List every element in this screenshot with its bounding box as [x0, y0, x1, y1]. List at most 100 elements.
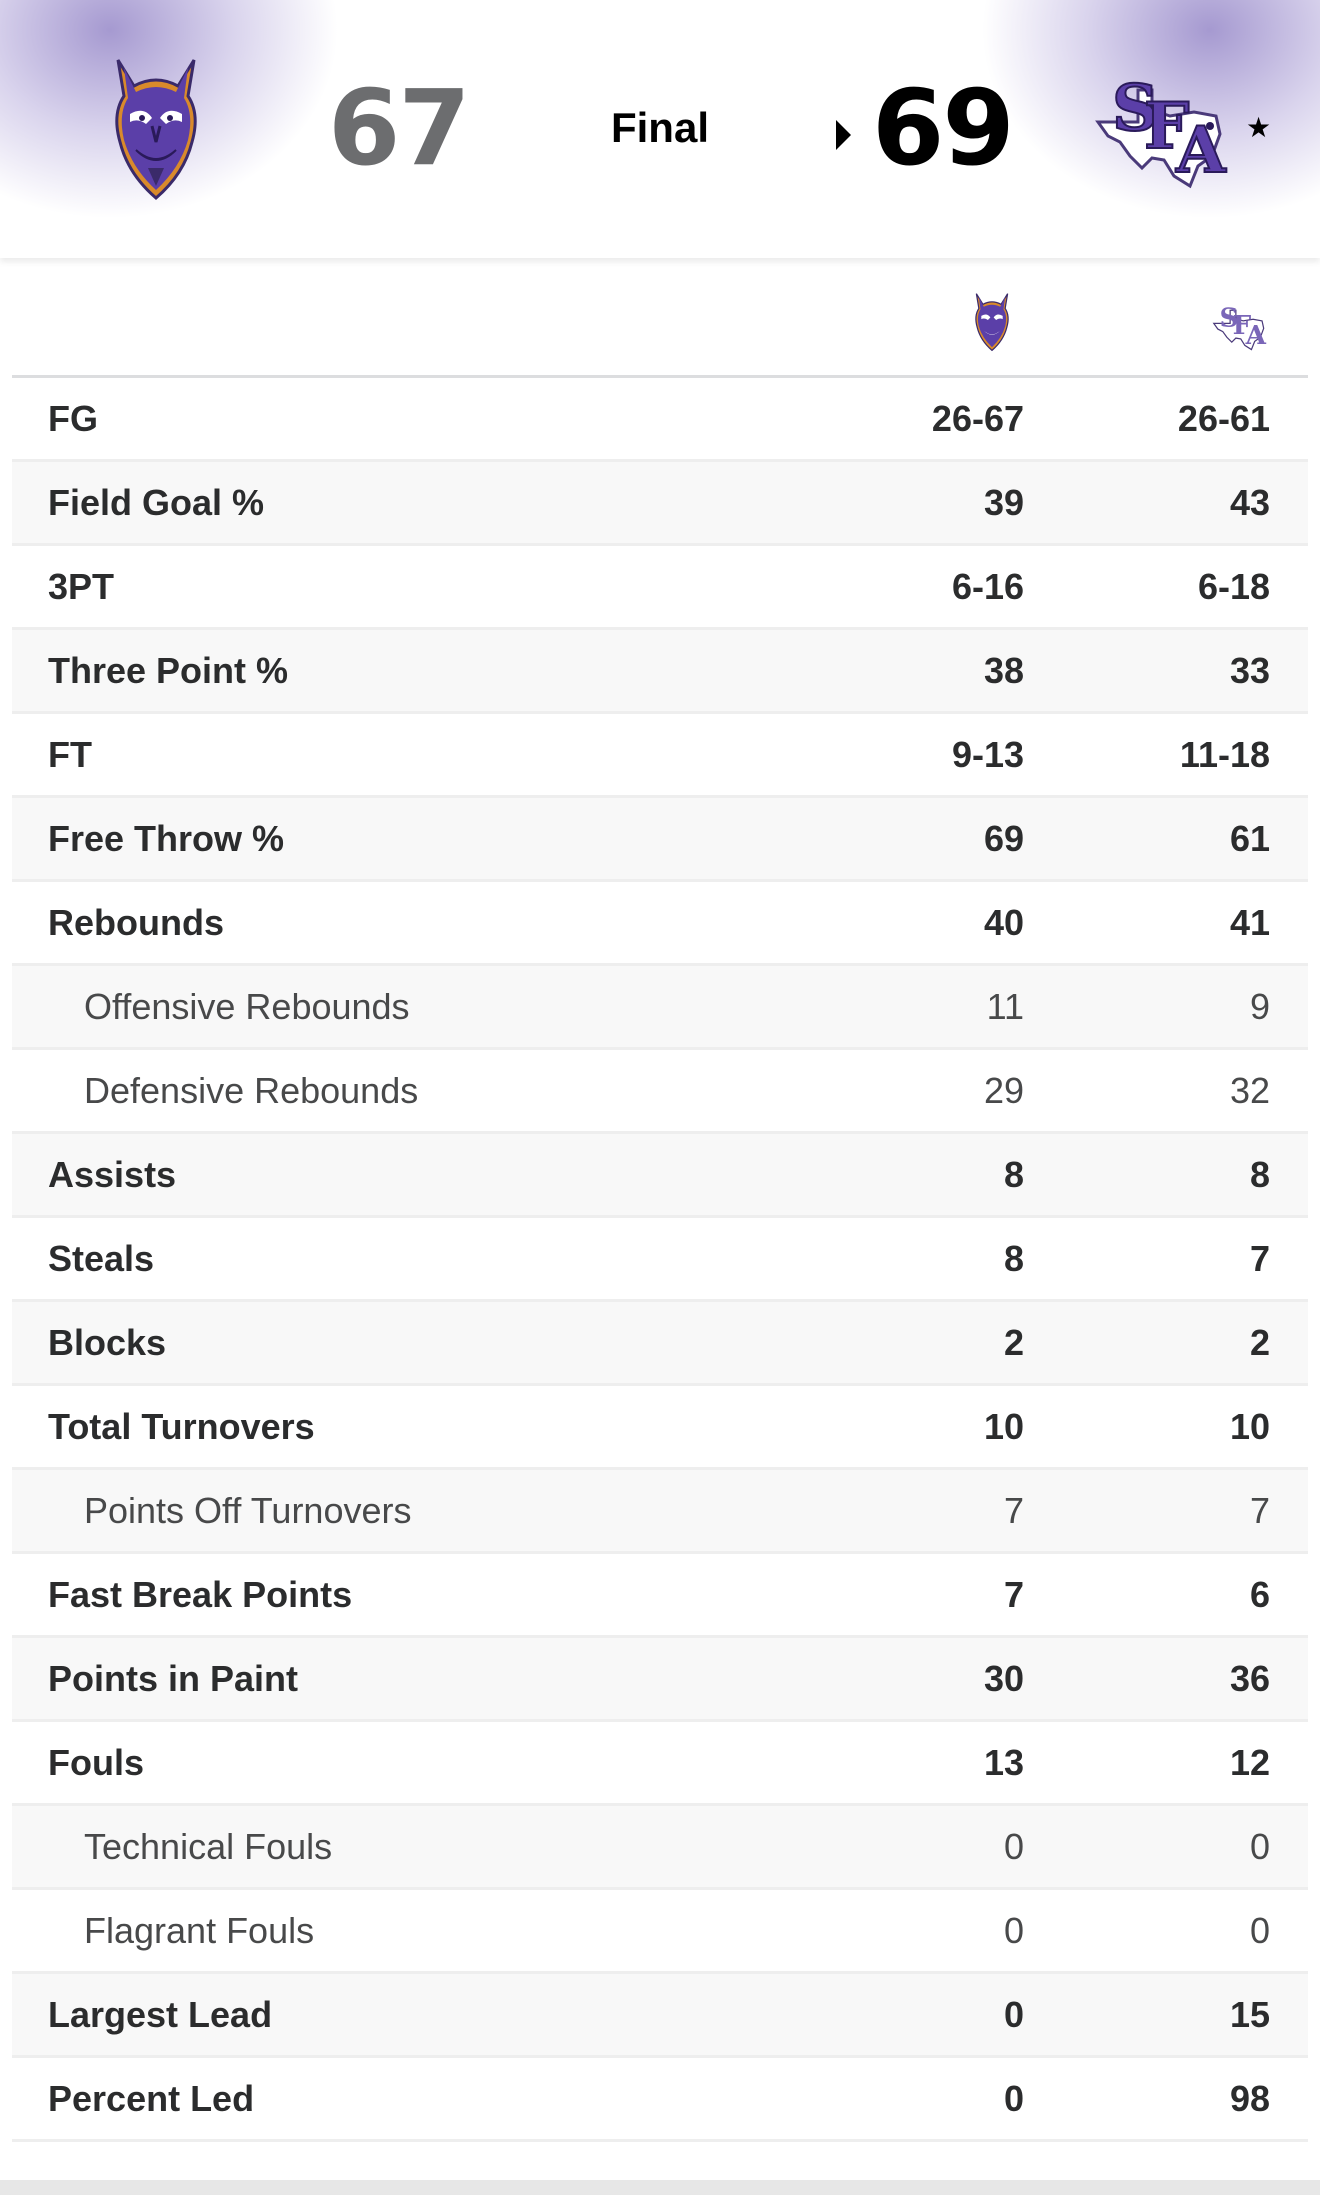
away-stat-value: 8 [1003, 1153, 1024, 1195]
stat-row: Total Turnovers 10 10 [12, 1386, 1308, 1470]
stat-label: Steals [48, 1237, 155, 1279]
svg-text:A: A [1245, 320, 1267, 351]
stat-label: Rebounds [48, 901, 224, 943]
home-stat-value: 6-18 [1197, 565, 1270, 607]
away-stat-value: 10 [983, 1405, 1024, 1447]
svg-text:F: F [1233, 310, 1252, 341]
svg-text:A: A [1175, 113, 1227, 188]
home-stat-value: 8 [1249, 1153, 1270, 1195]
stat-row: FG 26-67 26-61 [12, 378, 1308, 462]
stat-row: Flagrant Fouls 0 0 [12, 1890, 1308, 1974]
stat-row: 3PT 6-16 6-18 [12, 546, 1308, 630]
stat-label: Three Point % [48, 649, 289, 691]
stat-label: Flagrant Fouls [84, 1909, 315, 1951]
home-stat-value: 43 [1229, 481, 1270, 523]
home-stat-value: 10 [1229, 1405, 1270, 1447]
stat-label: Technical Fouls [84, 1825, 333, 1867]
stat-row: Defensive Rebounds 29 32 [12, 1050, 1308, 1134]
stat-label: Fouls [48, 1741, 144, 1783]
stat-row: Steals 8 7 [12, 1218, 1308, 1302]
away-stat-value: 11 [986, 985, 1024, 1027]
stats-rows: FG 26-67 26-61 Field Goal % 39 43 3PT 6-16 6-18 T… [12, 378, 1308, 2142]
home-stat-value: 11-18 [1179, 733, 1270, 775]
home-team-logo-small: S F A [1212, 303, 1267, 351]
stat-label: Defensive Rebounds [84, 1069, 419, 1111]
home-stat-value: 26-61 [1177, 397, 1270, 439]
stat-label: Percent Led [48, 2077, 255, 2119]
away-team-logo[interactable] [108, 56, 204, 202]
away-stat-value: 40 [983, 901, 1024, 943]
home-team-logo[interactable]: S F A [1094, 60, 1240, 192]
stat-row: Fast Break Points 7 6 [12, 1554, 1308, 1638]
home-stat-value: 7 [1249, 1489, 1270, 1531]
stat-row: Rebounds 40 41 [12, 882, 1308, 966]
away-stat-value: 0 [1003, 2077, 1024, 2119]
away-stat-value: 6-16 [951, 565, 1024, 607]
home-score: 69 [872, 67, 1015, 189]
away-stat-value: 30 [983, 1657, 1024, 1699]
home-stat-value: 36 [1229, 1657, 1270, 1699]
stat-label: Field Goal % [48, 481, 265, 523]
stat-label: Total Turnovers [48, 1405, 315, 1447]
stat-row: FT 9-13 11-18 [12, 714, 1308, 798]
home-stat-value: 0 [1249, 1825, 1270, 1867]
away-stat-value: 7 [1003, 1489, 1024, 1531]
svg-text:S: S [1220, 303, 1239, 334]
stat-label: FG [48, 397, 98, 439]
stat-label: Offensive Rebounds [84, 985, 410, 1027]
stat-row: Blocks 2 2 [12, 1302, 1308, 1386]
stat-row: Three Point % 38 33 [12, 630, 1308, 714]
stat-row: Free Throw % 69 61 [12, 798, 1308, 882]
stat-label: Points in Paint [48, 1657, 299, 1699]
away-score: 67 [328, 67, 471, 189]
home-stat-value: 33 [1229, 649, 1270, 691]
home-team-star-icon: ★ [1246, 112, 1272, 143]
stat-label: Largest Lead [48, 1993, 273, 2035]
away-stat-value: 13 [983, 1741, 1024, 1783]
home-stat-value: 2 [1249, 1321, 1270, 1363]
stat-label: Points Off Turnovers [84, 1489, 412, 1531]
away-stat-value: 69 [983, 817, 1024, 859]
stat-row: Assists 8 8 [12, 1134, 1308, 1218]
home-stat-value: 12 [1229, 1741, 1270, 1783]
stat-row: Percent Led 0 98 [12, 2058, 1308, 2142]
away-stat-value: 8 [1003, 1237, 1024, 1279]
away-team-logo-small [975, 293, 1009, 352]
stat-label: 3PT [48, 565, 115, 607]
away-stat-value: 9-13 [951, 733, 1024, 775]
home-stat-value: 61 [1229, 817, 1270, 859]
away-stat-value: 39 [983, 481, 1024, 523]
stat-label: Free Throw % [48, 817, 285, 859]
stat-row: Points Off Turnovers 7 7 [12, 1470, 1308, 1554]
home-stat-value: 15 [1229, 1993, 1270, 2035]
stat-label: Blocks [48, 1321, 167, 1363]
stats-header-row: S F A [12, 266, 1308, 378]
game-status: Final [610, 104, 709, 151]
away-stat-value: 0 [1003, 1993, 1024, 2035]
stat-row: Points in Paint 30 36 [12, 1638, 1308, 1722]
stat-row: Largest Lead 0 15 [12, 1974, 1308, 2058]
home-stat-value: 98 [1229, 2077, 1270, 2119]
team-stats-table: S F A FG 26-67 26-61 Field Goal % 39 43 3PT 6-1… [12, 266, 1308, 2142]
winner-arrow-icon [836, 120, 851, 150]
page-bottom-edge [0, 2180, 1320, 2195]
stat-row: Offensive Rebounds 11 9 [12, 966, 1308, 1050]
home-stat-value: 6 [1249, 1573, 1270, 1615]
stat-row: Fouls 13 12 [12, 1722, 1308, 1806]
stat-label: Fast Break Points [48, 1573, 353, 1615]
away-stat-value: 26-67 [931, 397, 1024, 439]
stat-row: Technical Fouls 0 0 [12, 1806, 1308, 1890]
away-stat-value: 0 [1003, 1825, 1024, 1867]
stat-label: Assists [48, 1153, 177, 1195]
svg-text:F: F [1144, 89, 1189, 164]
away-stat-value: 38 [983, 649, 1024, 691]
away-stat-value: 7 [1003, 1573, 1024, 1615]
home-stat-value: 41 [1229, 901, 1270, 943]
scoreboard-header: 67 Final 69 S F A ★ [0, 0, 1320, 258]
away-stat-value: 29 [983, 1069, 1024, 1111]
home-stat-value: 7 [1249, 1237, 1270, 1279]
stat-row: Field Goal % 39 43 [12, 462, 1308, 546]
home-stat-value: 0 [1249, 1909, 1270, 1951]
home-stat-value: 9 [1249, 985, 1270, 1027]
